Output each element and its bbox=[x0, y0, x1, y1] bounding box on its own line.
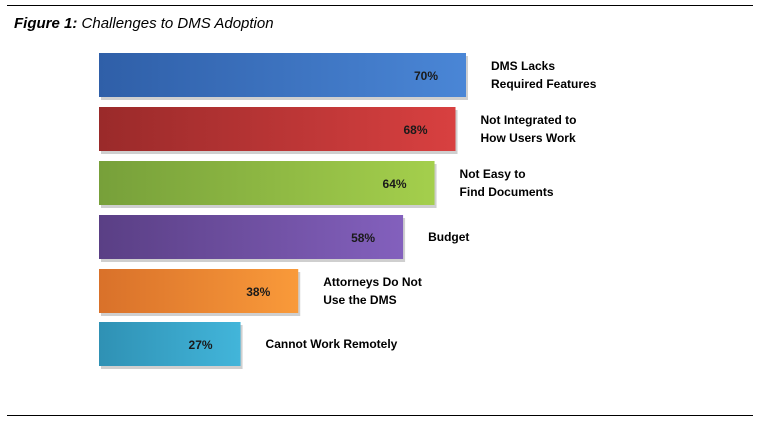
category-label: DMS Lacks Required Features bbox=[491, 59, 597, 91]
bar bbox=[99, 269, 299, 313]
category-label: Not Easy to Find Documents bbox=[460, 167, 554, 199]
top-rule bbox=[7, 5, 753, 6]
category-label: Cannot Work Remotely bbox=[266, 337, 398, 351]
figure-caption: Figure 1: Challenges to DMS Adoption bbox=[14, 15, 274, 32]
category-label: Budget bbox=[428, 230, 469, 244]
bar bbox=[99, 107, 456, 151]
value-label: 68% bbox=[404, 123, 428, 137]
category-label: Not Integrated to How Users Work bbox=[481, 113, 577, 145]
bar bbox=[99, 215, 404, 259]
figure-title: Challenges to DMS Adoption bbox=[81, 15, 274, 32]
value-label: 58% bbox=[351, 231, 375, 245]
category-label: Attorneys Do Not Use the DMS bbox=[323, 275, 422, 307]
bar bbox=[99, 161, 435, 205]
bar bbox=[99, 53, 466, 97]
value-label: 64% bbox=[383, 177, 407, 191]
figure-label: Figure 1: bbox=[14, 15, 78, 32]
bottom-rule bbox=[7, 415, 753, 416]
value-label: 70% bbox=[414, 69, 438, 83]
value-label: 38% bbox=[246, 285, 270, 299]
value-label: 27% bbox=[189, 338, 213, 352]
bar bbox=[99, 322, 241, 366]
